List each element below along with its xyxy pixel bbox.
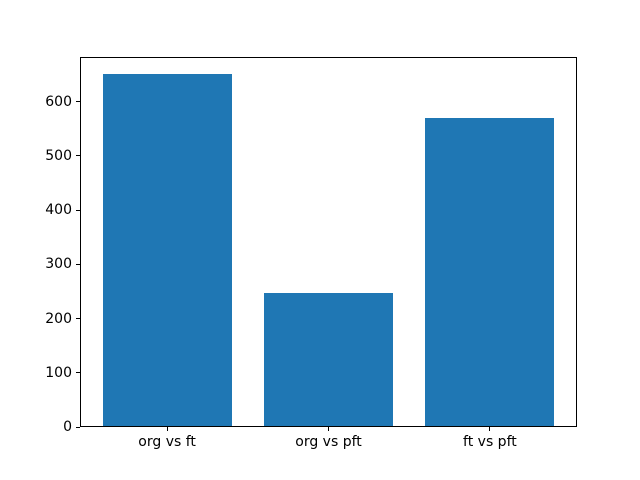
y-tick-label: 0 (63, 419, 72, 435)
x-tick-label: org vs pft (295, 434, 362, 450)
x-tickmark (489, 427, 491, 431)
bar-org-vs-ft (102, 73, 232, 426)
y-tickmark (76, 318, 80, 320)
y-tick-label: 600 (45, 93, 72, 110)
y-tick-label: 500 (45, 147, 72, 164)
bar-org-vs-pft (264, 292, 394, 426)
y-tick-label: 400 (45, 202, 72, 219)
y-tickmark (76, 209, 80, 211)
y-tickmark (76, 155, 80, 157)
bar-ft-vs-pft (425, 117, 555, 426)
x-tickmark (166, 427, 168, 431)
plot-area (80, 57, 577, 427)
x-tick-label: ft vs pft (463, 434, 517, 450)
y-tick-label: 100 (45, 364, 72, 381)
y-tickmark (76, 426, 80, 428)
y-tick-label: 200 (45, 310, 72, 327)
x-tickmark (328, 427, 329, 431)
y-tickmark (76, 372, 80, 374)
x-tick-label: org vs ft (138, 434, 196, 450)
y-tickmark (76, 263, 80, 265)
y-tick-label: 300 (45, 256, 72, 273)
y-tickmark (76, 101, 80, 103)
